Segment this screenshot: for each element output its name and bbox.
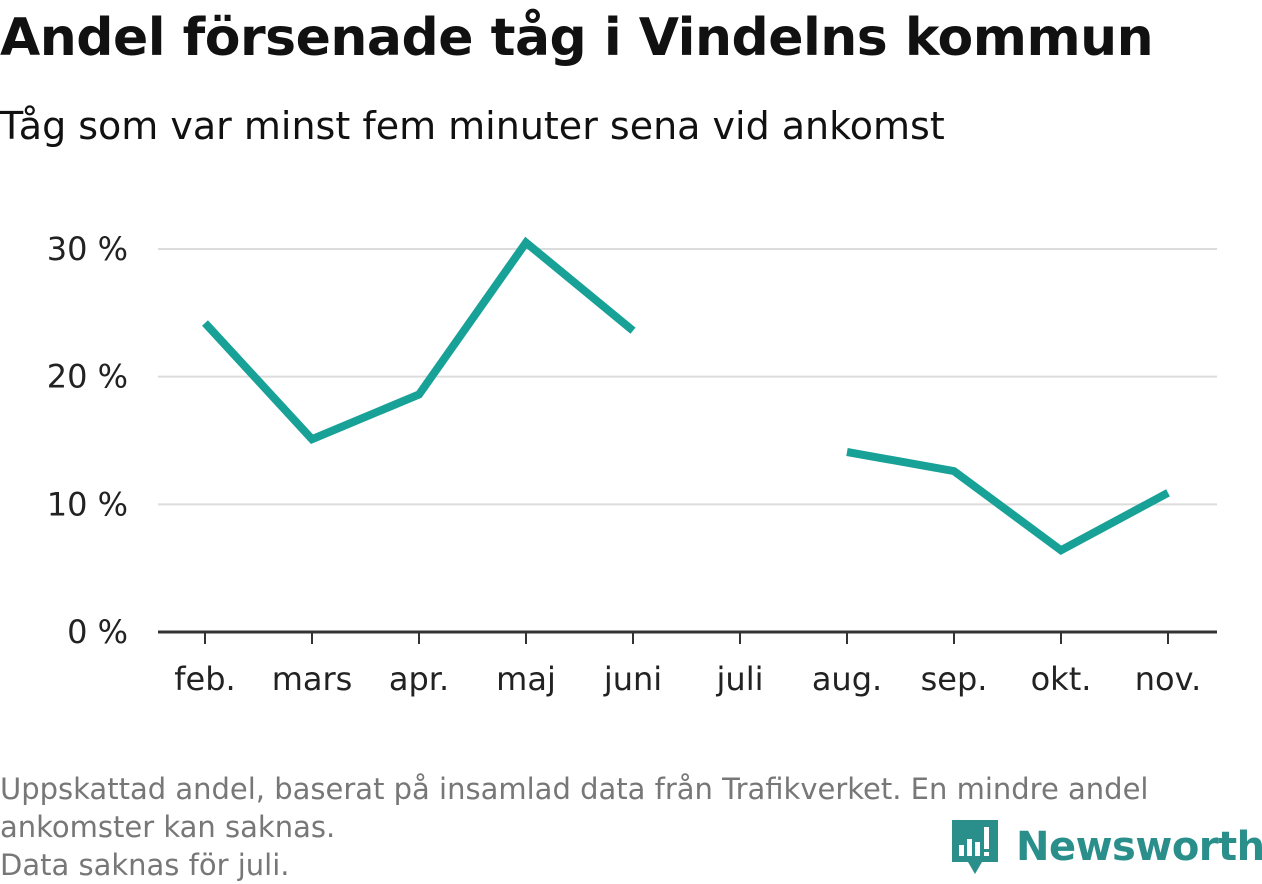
x-tick-label: nov. [1135,660,1201,698]
x-tick-label: juni [603,660,662,698]
x-tick-label: maj [496,660,556,698]
x-tick-label: feb. [174,660,235,698]
x-tick-label: okt. [1031,660,1092,698]
footnote: Uppskattad andel, baserat på insamlad da… [0,770,1250,884]
line-chart: 0 % 10 % 20 % 30 % feb. mars apr. maj juni juli au… [47,230,1217,698]
chart-title: Andel försenade tåg i Vindelns kommun [0,8,1154,68]
y-tick-label: 30 % [47,230,128,268]
x-tick-label: mars [272,660,353,698]
brand-logo: Newsworthy [950,818,1262,876]
y-tick-label: 0 % [67,613,128,651]
footnote-line: Uppskattad andel, baserat på insamlad da… [0,772,1149,806]
x-tick-label: sep. [921,660,988,698]
x-tick-label: aug. [812,660,882,698]
x-tick-label: juli [716,660,764,698]
series-line [202,236,636,444]
footnote-line: Data saknas för juli. [0,848,290,882]
x-tick-label: apr. [389,660,449,698]
y-tick-label: 10 % [47,485,128,523]
series-line [846,448,1170,556]
newsworthy-logo-icon [952,820,998,874]
y-tick-label: 20 % [47,358,128,396]
chart-subtitle: Tåg som var minst fem minuter sena vid a… [0,104,945,148]
footnote-line: ankomster kan saknas. [0,810,336,844]
brand-name: Newsworthy [1016,824,1262,870]
